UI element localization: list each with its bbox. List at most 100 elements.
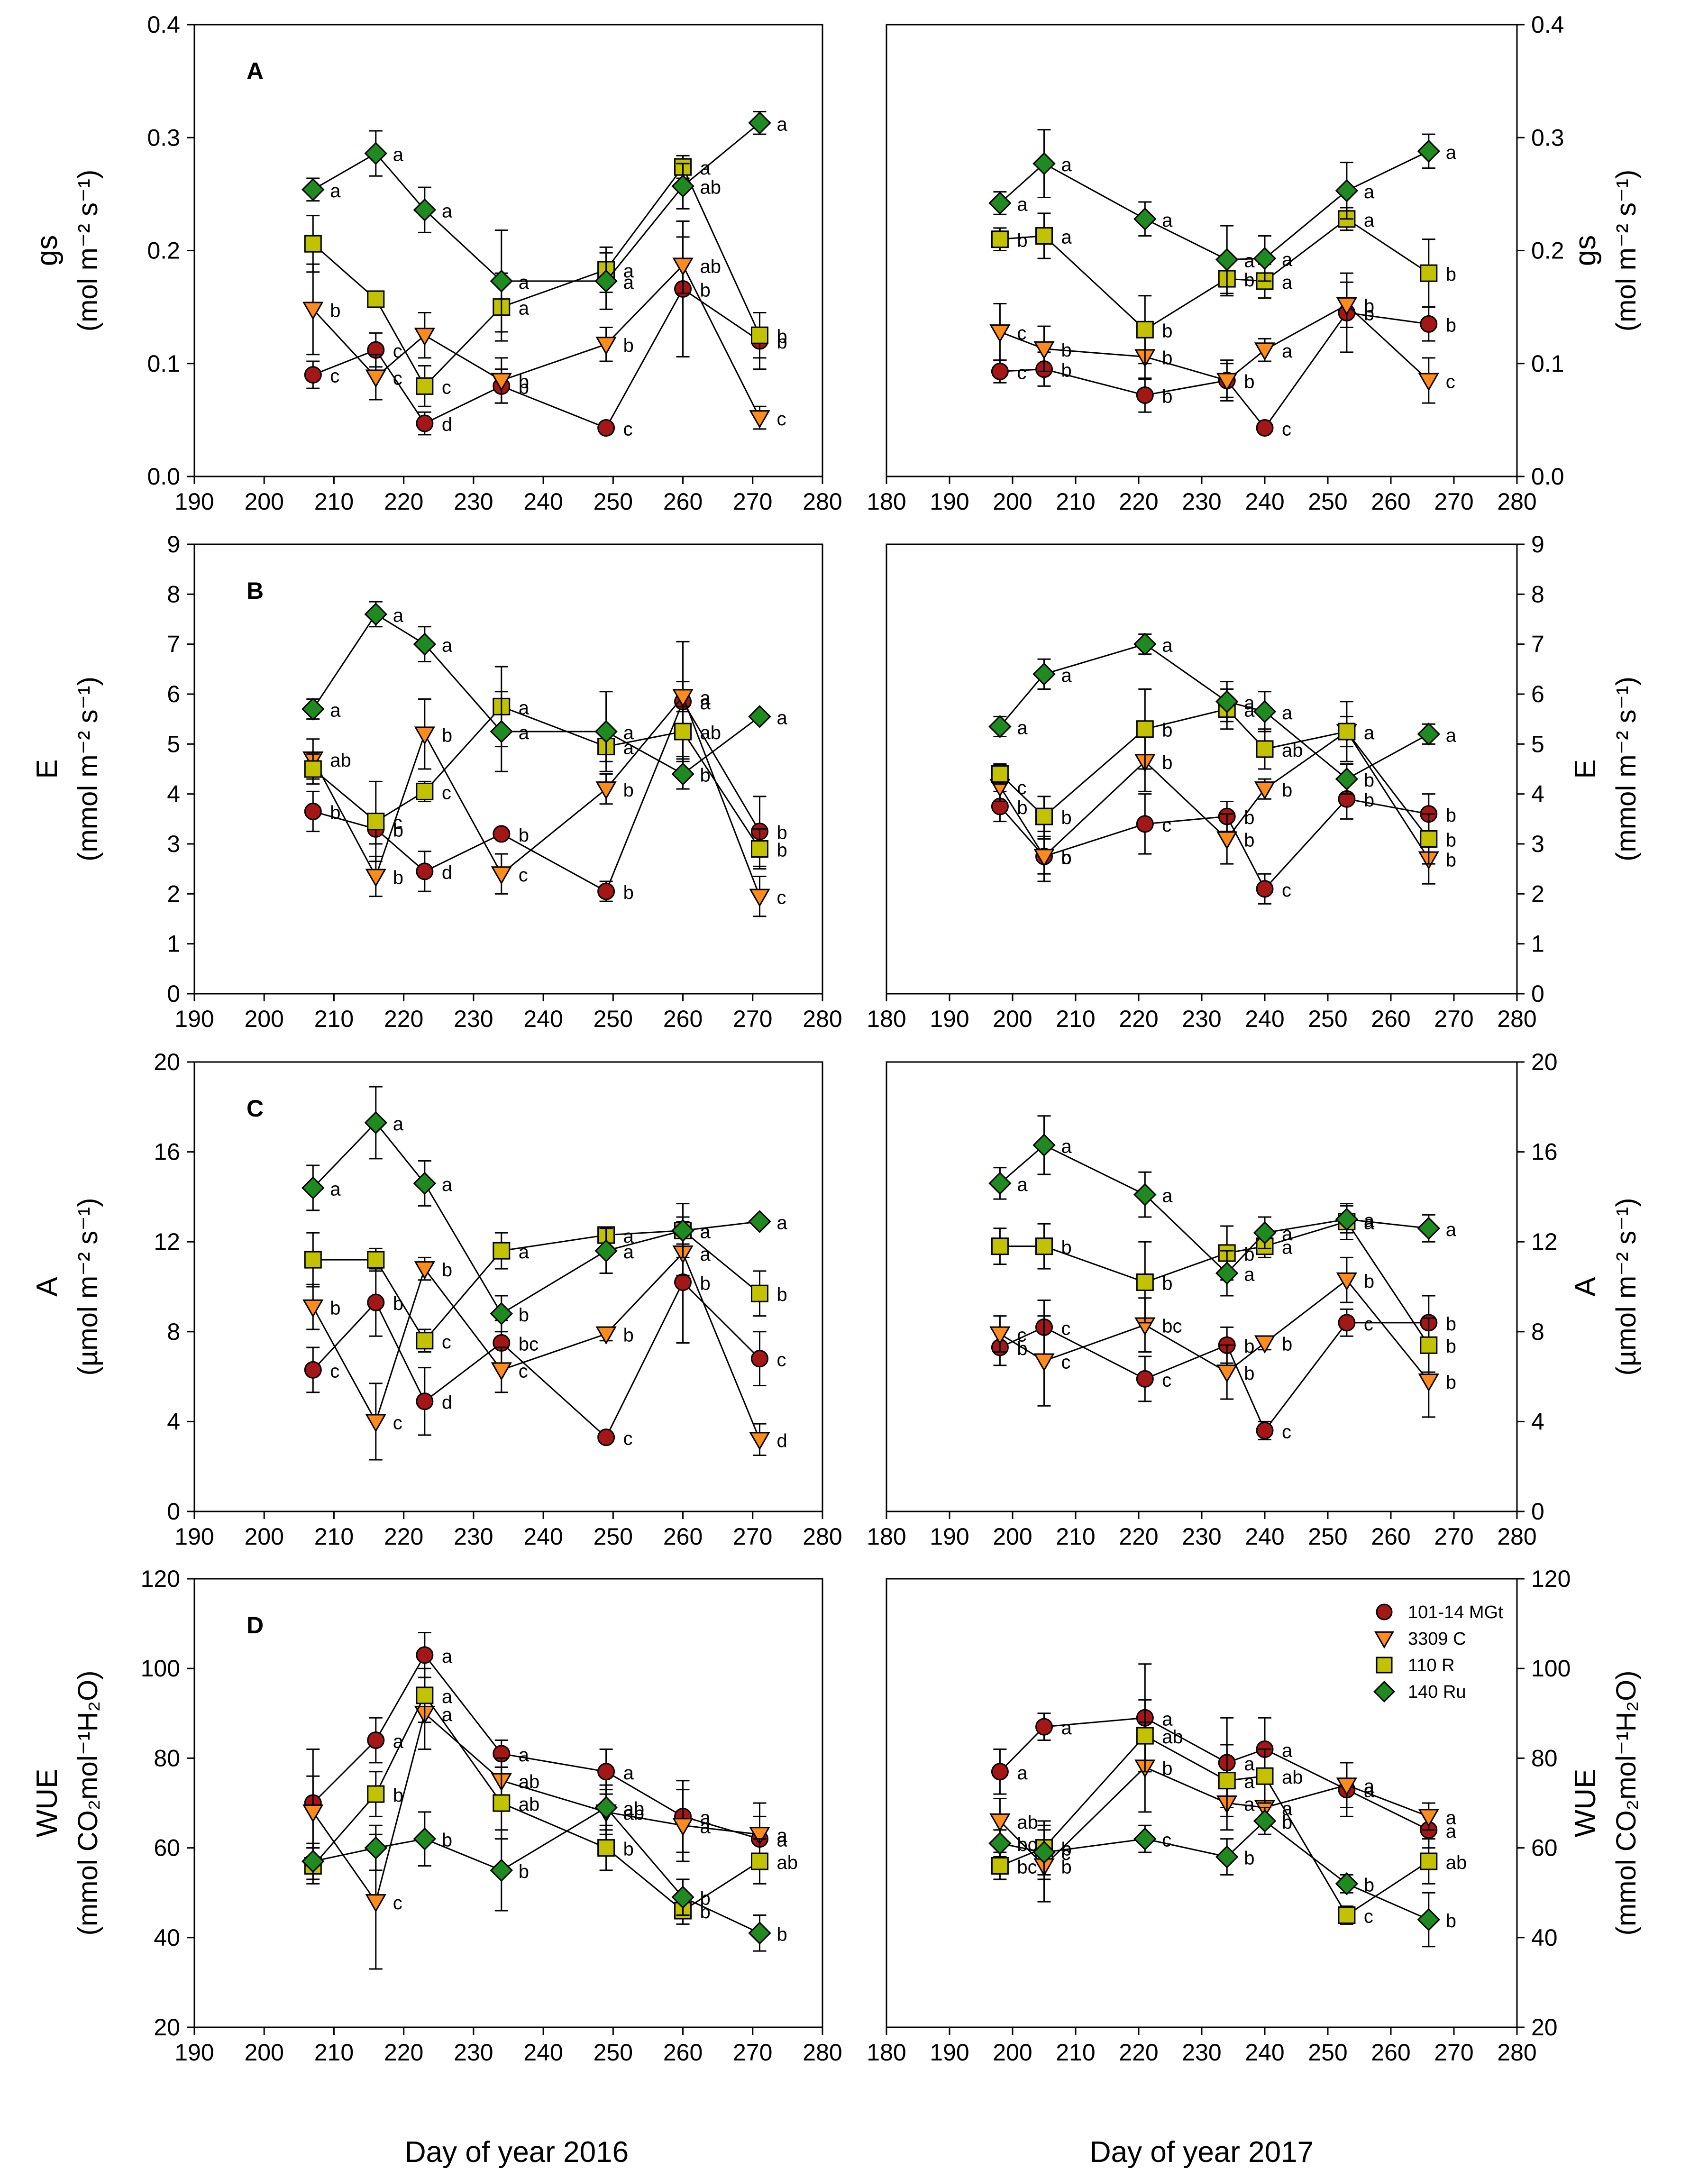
significance-letter: a [442, 1174, 453, 1195]
data-point [991, 765, 1009, 783]
x-tick-label: 230 [454, 1006, 493, 1032]
significance-letter: b [519, 377, 529, 398]
significance-letter: b [777, 1924, 787, 1945]
significance-letter: b [393, 820, 403, 841]
significance-letter: b [1282, 1334, 1292, 1355]
data-point [301, 697, 325, 721]
x-tick-label: 190 [930, 2039, 969, 2066]
significance-letter: b [1364, 304, 1374, 325]
significance-letter: a [1061, 227, 1072, 248]
significance-letter: b [1244, 1848, 1254, 1869]
data-point [1254, 1335, 1276, 1354]
legend-label: 140 Ru [1408, 1682, 1466, 1702]
significance-letter: c [777, 1350, 786, 1371]
significance-letter: c [1364, 1906, 1373, 1927]
significance-letter: a [700, 693, 711, 714]
significance-letter: b [1162, 720, 1172, 741]
significance-letter: a [1364, 1776, 1375, 1797]
data-point [1216, 1364, 1238, 1383]
y-tick-label: 40 [1531, 1924, 1558, 1951]
data-point [595, 781, 617, 800]
x-tick-label: 220 [1119, 2039, 1158, 2066]
data-point [674, 723, 692, 741]
x-tick-label: 210 [314, 2039, 354, 2066]
significance-letter: b [330, 300, 340, 321]
significance-letter: b [393, 1785, 403, 1806]
significance-letter: b [1446, 315, 1456, 336]
significance-letter: b [777, 840, 787, 861]
series-line [312, 1121, 760, 1315]
significance-letter: a [1446, 142, 1457, 163]
panel-letter: D [247, 1612, 264, 1639]
data-point [1136, 815, 1154, 833]
significance-letter: b [1162, 1273, 1172, 1294]
y-tick-label: 1 [1531, 931, 1544, 957]
significance-letter: b [777, 332, 787, 353]
data-point [1256, 1421, 1274, 1439]
data-point [1335, 1872, 1359, 1895]
significance-letter: a [1282, 341, 1293, 362]
significance-letter: ab [1162, 1727, 1183, 1748]
data-point [493, 1242, 511, 1260]
y-tick-label: 100 [1531, 1655, 1571, 1682]
significance-letter: a [1244, 1754, 1255, 1775]
significance-letter: c [1446, 371, 1455, 392]
significance-letter: bc [1162, 1316, 1182, 1337]
data-point [674, 1273, 692, 1291]
x-tick-label: 210 [1056, 2039, 1095, 2066]
data-point [1253, 1809, 1277, 1833]
y-tick-label: 0.3 [1531, 124, 1564, 151]
significance-letter: b [1446, 1911, 1456, 1932]
significance-letter: c [777, 409, 786, 430]
y-tick-label: 3 [1531, 831, 1544, 857]
x-tick-label: 210 [1056, 1523, 1095, 1550]
x-axis-title-2016: Day of year 2016 [405, 2136, 629, 2169]
data-point [1133, 1827, 1157, 1850]
data-point [671, 174, 694, 198]
x-tick-label: 230 [454, 488, 493, 515]
significance-letter: a [777, 1213, 788, 1234]
significance-letter: a [1364, 723, 1375, 743]
panel-letter: C [247, 1095, 264, 1122]
y-tick-label: 0 [1531, 1498, 1544, 1525]
significance-letter: b [519, 371, 529, 392]
significance-letter: b [777, 1284, 787, 1305]
y-axis-unit: (µmol m⁻² s⁻¹) [1611, 1198, 1642, 1376]
y-tick-label: 4 [167, 781, 180, 807]
data-point [1335, 767, 1359, 791]
data-point [304, 760, 322, 778]
x-tick-label: 250 [594, 2039, 633, 2066]
y-axis-unit: (mol m⁻² s⁻¹) [1611, 170, 1642, 332]
x-tick-label: 200 [993, 488, 1032, 515]
significance-letter: a [1364, 1210, 1375, 1231]
x-tick-label: 250 [1308, 2039, 1347, 2066]
x-tick-label: 190 [930, 488, 969, 515]
significance-letter: a [1282, 272, 1293, 293]
significance-letter: a [1446, 725, 1457, 746]
data-point [672, 1818, 694, 1836]
x-tick-label: 270 [1434, 2039, 1473, 2066]
significance-letter: c [330, 366, 339, 387]
x-tick-label: 180 [867, 488, 906, 515]
significance-letter: b [1162, 1758, 1172, 1779]
data-point [416, 1646, 434, 1664]
significance-letter: b [393, 867, 403, 888]
x-tick-label: 180 [867, 1006, 906, 1032]
data-point [671, 1886, 694, 1909]
y-tick-label: 0.2 [147, 238, 180, 264]
significance-letter: a [700, 1222, 711, 1243]
data-point [416, 862, 434, 880]
significance-letter: b [700, 765, 711, 786]
data-point [594, 1239, 618, 1263]
data-point [364, 142, 387, 165]
significance-letter: b [1446, 1336, 1456, 1357]
significance-letter: b [1244, 830, 1254, 851]
significance-letter: b [1017, 1338, 1027, 1359]
y-tick-label: 0.4 [1531, 11, 1564, 38]
x-tick-label: 220 [1119, 1006, 1158, 1032]
